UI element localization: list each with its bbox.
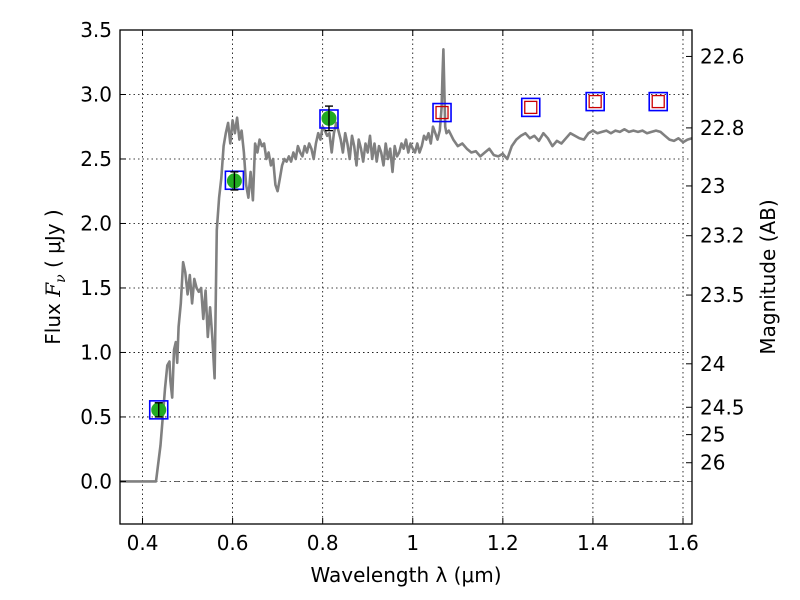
model-flux-box [585,91,605,112]
y-axis-label-subscript: ν [53,274,69,283]
model-flux-box [148,400,169,420]
y2-tick-label: 23 [700,174,725,198]
svg-text:Flux Fν ( μJy ): Flux Fν ( μJy ) [41,209,69,344]
y-tick-label: 3.5 [80,18,112,42]
plot-frame [119,29,693,525]
limit-flux-box [651,94,665,109]
x-tick-label: 1.4 [577,531,609,555]
y2-tick-label: 24 [700,352,725,376]
y-axis-label-symbol: F [41,282,65,298]
limit-flux-box [588,94,602,109]
y-tick-label: 0.5 [80,405,112,429]
x-tick-label: 0.8 [307,531,339,555]
y-axis-label: Flux Fν ( μJy ) [41,209,69,344]
y-tick-label: 2.5 [80,147,112,171]
y2-tick-label: 24.5 [700,395,745,419]
y-tick-label: 2.0 [80,211,112,235]
y2-tick-label: 23.2 [700,224,745,248]
y-tick-label: 3.0 [80,82,112,106]
limit-flux-box [524,100,538,115]
x-tick-label: 0.6 [217,531,249,555]
y-axis-label-text: Flux [41,297,65,345]
y2-tick-label: 22.8 [700,116,745,140]
y2-axis-label: Magnitude (AB) [756,199,780,354]
spectrum-line [120,48,693,483]
y2-tick-label: 23.5 [700,283,745,307]
x-tick-label: 0.4 [127,531,159,555]
x-axis-label: Wavelength λ (μm) [310,563,501,587]
model-flux-box [520,97,541,118]
y-tick-label: 1.0 [80,340,112,364]
plot-background [120,30,692,524]
model-flux-box [648,91,669,112]
y-tick-label: 1.5 [80,276,112,300]
x-tick-label: 1 [406,531,419,555]
axis-ticks: 0.4 0.6 0.8 1 1.2 1.4 1.6 0.0 0.5 1.0 1.5 2.0 2.5 3.0… [80,18,744,555]
spectrum-layer [120,48,693,483]
model-flux-box [432,102,452,123]
y-tick-label: 0.0 [80,469,112,493]
y2-tick-label: 25 [700,423,725,447]
limit-flux-box [435,105,449,120]
y2-tick-label: 26 [700,451,725,475]
x-tick-label: 1.6 [667,531,699,555]
x-tick-label: 1.2 [487,531,519,555]
y2-tick-label: 22.6 [700,44,745,68]
y-axis-label-unit: ( μJy ) [41,209,65,274]
photometry-layer [148,91,669,420]
